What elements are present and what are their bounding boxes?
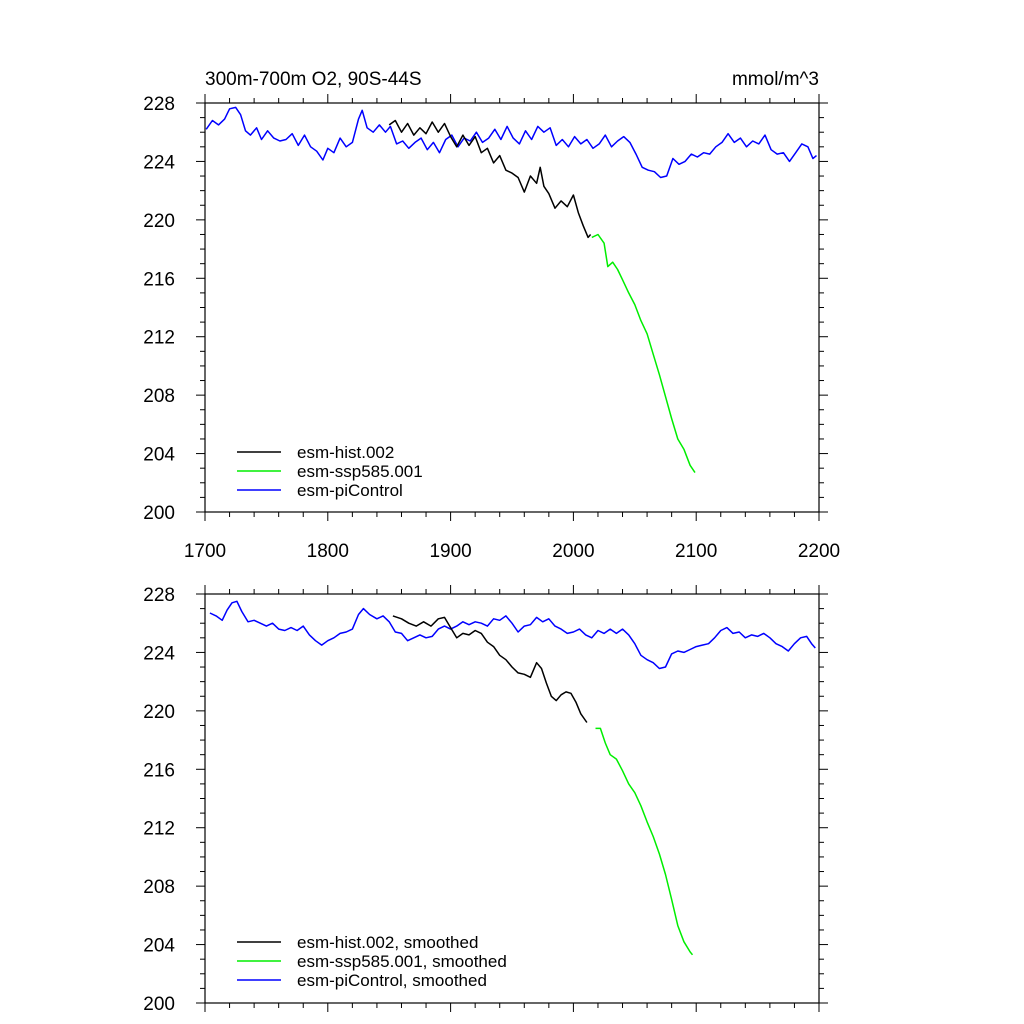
y-tick-label: 212	[143, 819, 175, 840]
x-tick-label: 1900	[429, 541, 471, 562]
y-tick-label: 224	[143, 643, 175, 664]
y-tick-label: 204	[143, 936, 175, 957]
y-tick-label: 212	[143, 328, 175, 349]
x-tick-labels: 1700 1800 1900 2000 2100 2200	[184, 541, 840, 562]
series-line	[388, 119, 592, 239]
y-tick-labels: 200 204 208 212 216 220 224 228	[143, 585, 175, 1015]
y-tick-label: 224	[143, 152, 175, 173]
y-tick-label: 200	[143, 994, 175, 1015]
series-line	[392, 615, 588, 723]
y-tick-label: 216	[143, 269, 175, 290]
legend-label: esm-piControl, smoothed	[297, 971, 487, 990]
y-tick-label: 204	[143, 445, 175, 466]
axis-ticks	[196, 585, 828, 1012]
y-tick-label: 216	[143, 760, 175, 781]
y-tick-labels: 200 204 208 212 216 220 224 228	[143, 94, 175, 524]
legend-label: esm-ssp585.001, smoothed	[297, 952, 507, 971]
axis-ticks	[196, 94, 828, 521]
series-lines	[205, 106, 817, 474]
series-line	[209, 600, 816, 670]
y-tick-label: 200	[143, 503, 175, 524]
top-panel: 300m-700m O2, 90S-44S mmol/m^3 200 204 208…	[143, 69, 840, 562]
y-tick-label: 208	[143, 877, 175, 898]
y-tick-label: 208	[143, 386, 175, 407]
series-line	[591, 233, 696, 474]
x-tick-label: 2000	[552, 541, 594, 562]
legend-label: esm-hist.002	[297, 443, 394, 462]
series-lines	[209, 600, 816, 956]
x-tick-label: 1800	[307, 541, 349, 562]
chart-title: 300m-700m O2, 90S-44S	[205, 69, 422, 90]
x-tick-label: 1700	[184, 541, 226, 562]
y-tick-label: 220	[143, 702, 175, 723]
units-label: mmol/m^3	[732, 69, 819, 90]
y-tick-label: 228	[143, 94, 175, 115]
x-tick-label: 2100	[675, 541, 717, 562]
y-tick-label: 220	[143, 211, 175, 232]
series-line	[595, 727, 694, 956]
series-line	[205, 106, 817, 179]
legend-label: esm-hist.002, smoothed	[297, 933, 478, 952]
x-tick-label: 2200	[798, 541, 840, 562]
legend-label: esm-piControl	[297, 481, 403, 500]
legend-label: esm-ssp585.001	[297, 462, 423, 481]
bottom-panel: 200 204 208 212 216 220 224 228 esm-hist.002, s…	[143, 585, 828, 1015]
y-tick-label: 228	[143, 585, 175, 606]
